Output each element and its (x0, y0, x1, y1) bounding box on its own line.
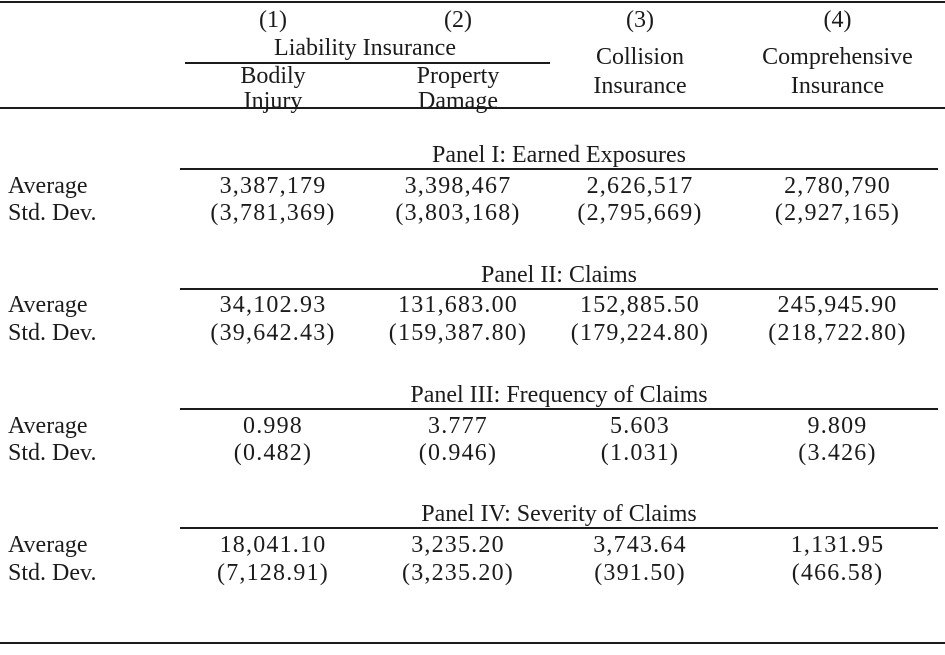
panel-1-title: Panel I: Earned Exposures (432, 142, 686, 168)
value-cell: (39,642.43) (210, 320, 336, 346)
column-header-line1: Bodily (240, 63, 306, 89)
row-label-std-dev: Std. Dev. (8, 440, 97, 466)
column-number-3: (3) (626, 7, 654, 33)
column-header-line2: Injury (243, 88, 303, 114)
value-cell: (218,722.80) (768, 320, 907, 346)
column-header-line1: Collision (595, 44, 685, 70)
value-cell: 34,102.93 (219, 292, 327, 318)
value-cell: (179,224.80) (570, 320, 710, 346)
value-cell: 9.809 (807, 413, 868, 439)
header-bottom-rule (0, 107, 945, 109)
row-label-average: Average (8, 413, 88, 439)
value-cell: (159,387.80) (388, 320, 528, 346)
panel-1-rule (180, 168, 938, 170)
value-cell: 18,041.10 (219, 532, 327, 558)
panel-3-rule (180, 408, 938, 410)
value-cell: (2,927,165) (774, 200, 901, 226)
value-cell: (3,781,369) (210, 200, 336, 226)
column-number-2: (2) (444, 7, 472, 33)
value-cell: (391.50) (594, 560, 686, 586)
column-header-line1: Property (416, 63, 500, 89)
value-cell: 1,131.95 (790, 532, 885, 558)
panel-2-rule (180, 288, 938, 290)
value-cell: (3,235.20) (402, 560, 514, 586)
column-number-4: (4) (823, 7, 852, 33)
panel-2-title: Panel II: Claims (481, 262, 637, 288)
column-header-comprehensive-insurance: Comprehensive Insurance (730, 43, 945, 101)
panel-4-stddev-row: Std. Dev. (7,128.91) (3,235.20) (391.50)… (0, 560, 945, 586)
value-cell: 152,885.50 (580, 292, 700, 318)
column-header-collision-insurance: Collision Insurance (550, 43, 730, 101)
row-label-average: Average (8, 532, 88, 558)
row-label-std-dev: Std. Dev. (8, 560, 97, 586)
panel-3-title: Panel III: Frequency of Claims (410, 382, 708, 408)
table-bottom-rule (0, 642, 945, 644)
panel-3-stddev-row: Std. Dev. (0.482) (0.946) (1.031) (3.426… (0, 440, 945, 466)
value-cell: (7,128.91) (217, 560, 329, 586)
value-cell: 0.998 (243, 413, 303, 439)
value-cell: (0.482) (233, 440, 313, 466)
panel-4-title: Panel IV: Severity of Claims (421, 501, 697, 527)
value-cell: 2,626,517 (586, 173, 694, 199)
value-cell: 131,683.00 (398, 292, 518, 318)
value-cell: 3,743.64 (593, 532, 687, 558)
panel-2-stddev-row: Std. Dev. (39,642.43) (159,387.80) (179,… (0, 320, 945, 346)
column-header-line2: Insurance (593, 73, 687, 99)
column-header-line1: Comprehensive (762, 44, 913, 70)
panel-4-average-row: Average 18,041.10 3,235.20 3,743.64 1,13… (0, 532, 945, 558)
column-header-line2: Insurance (790, 73, 885, 99)
row-label-std-dev: Std. Dev. (8, 320, 97, 346)
panel-2-average-row: Average 34,102.93 131,683.00 152,885.50 … (0, 292, 945, 318)
panel-3-average-row: Average 0.998 3.777 5.603 9.809 (0, 413, 945, 439)
value-cell: (0.946) (418, 440, 498, 466)
liability-underline-rule (185, 62, 550, 64)
value-cell: 3,398,467 (404, 173, 512, 199)
table-top-rule (0, 1, 945, 3)
value-cell: 5.603 (610, 413, 670, 439)
value-cell: (466.58) (791, 560, 884, 586)
value-cell: 3.777 (428, 413, 488, 439)
row-label-average: Average (8, 173, 88, 199)
panel-1-average-row: Average 3,387,179 3,398,467 2,626,517 2,… (0, 173, 945, 199)
value-cell: (1.031) (600, 440, 680, 466)
column-header-bodily-injury: Bodily Injury (180, 64, 366, 114)
value-cell: (3,803,168) (395, 200, 521, 226)
column-numbers-row: (1) (2) (3) (4) (0, 7, 945, 33)
column-header-property-damage: Property Damage (366, 64, 550, 114)
row-label-std-dev: Std. Dev. (8, 200, 97, 226)
panel-4-rule (180, 527, 938, 529)
group-header-liability-insurance: Liability Insurance (274, 35, 456, 61)
column-header-line2: Damage (418, 88, 498, 114)
value-cell: 245,945.90 (777, 292, 898, 318)
value-cell: (3.426) (798, 440, 877, 466)
value-cell: (2,795,669) (577, 200, 703, 226)
spacer-cell (0, 7, 180, 33)
value-cell: 2,780,790 (784, 173, 891, 199)
panel-1-stddev-row: Std. Dev. (3,781,369) (3,803,168) (2,795… (0, 200, 945, 226)
value-cell: 3,387,179 (219, 173, 327, 199)
column-number-1: (1) (259, 7, 287, 33)
value-cell: 3,235.20 (411, 532, 505, 558)
row-label-average: Average (8, 292, 88, 318)
